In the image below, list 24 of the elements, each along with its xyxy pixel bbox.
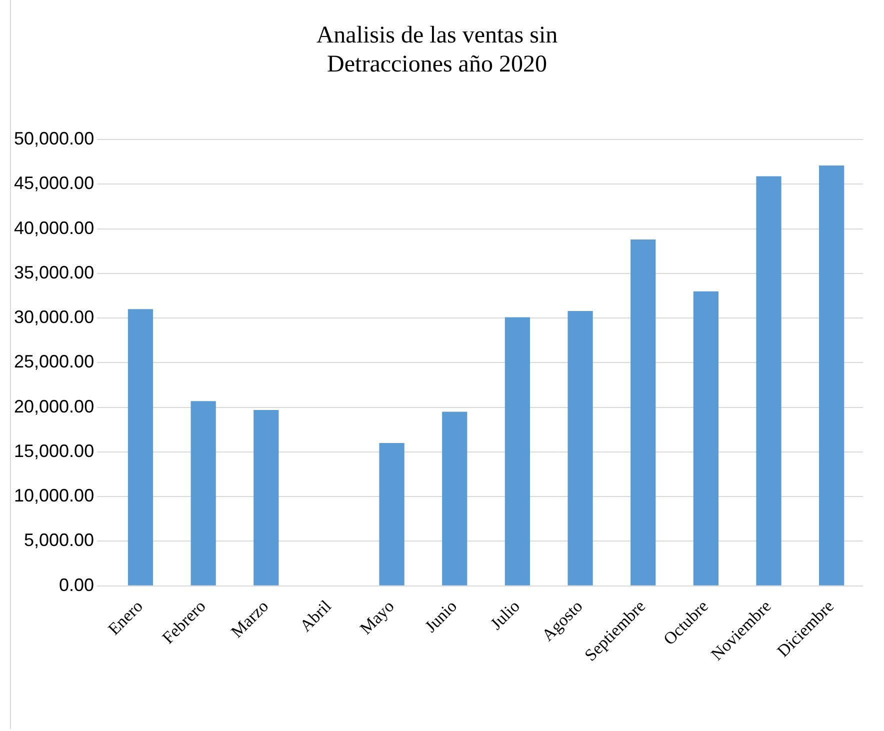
bar [504, 317, 530, 586]
y-tick-label: 45,000.00 [14, 173, 94, 194]
bar [693, 291, 718, 586]
y-tick-label: 0.00 [59, 574, 94, 595]
bar [568, 310, 593, 586]
y-tick-label: 10,000.00 [14, 486, 94, 506]
bar [254, 410, 279, 586]
x-tick-label: Julio [486, 596, 524, 634]
bar [756, 176, 782, 586]
y-tick-label: 15,000.00 [14, 440, 94, 461]
y-tick-label: 25,000.00 [14, 352, 94, 372]
y-tick-label: 35,000.00 [14, 262, 94, 282]
y-tick-label: 40,000.00 [14, 218, 94, 238]
y-tick-label: 30,000.00 [14, 307, 94, 328]
bar [630, 240, 656, 586]
chart-title: Analisis de las ventas sin Detracciones año 2020 [316, 22, 558, 78]
y-tick-label: 50,000.00 [14, 128, 94, 149]
bar [190, 401, 216, 586]
bar [128, 309, 154, 586]
bar [819, 165, 844, 586]
y-tick-label: 20,000.00 [14, 396, 94, 416]
y-tick-label: 5,000.00 [24, 530, 94, 550]
bar [442, 412, 468, 586]
bar [379, 443, 404, 586]
